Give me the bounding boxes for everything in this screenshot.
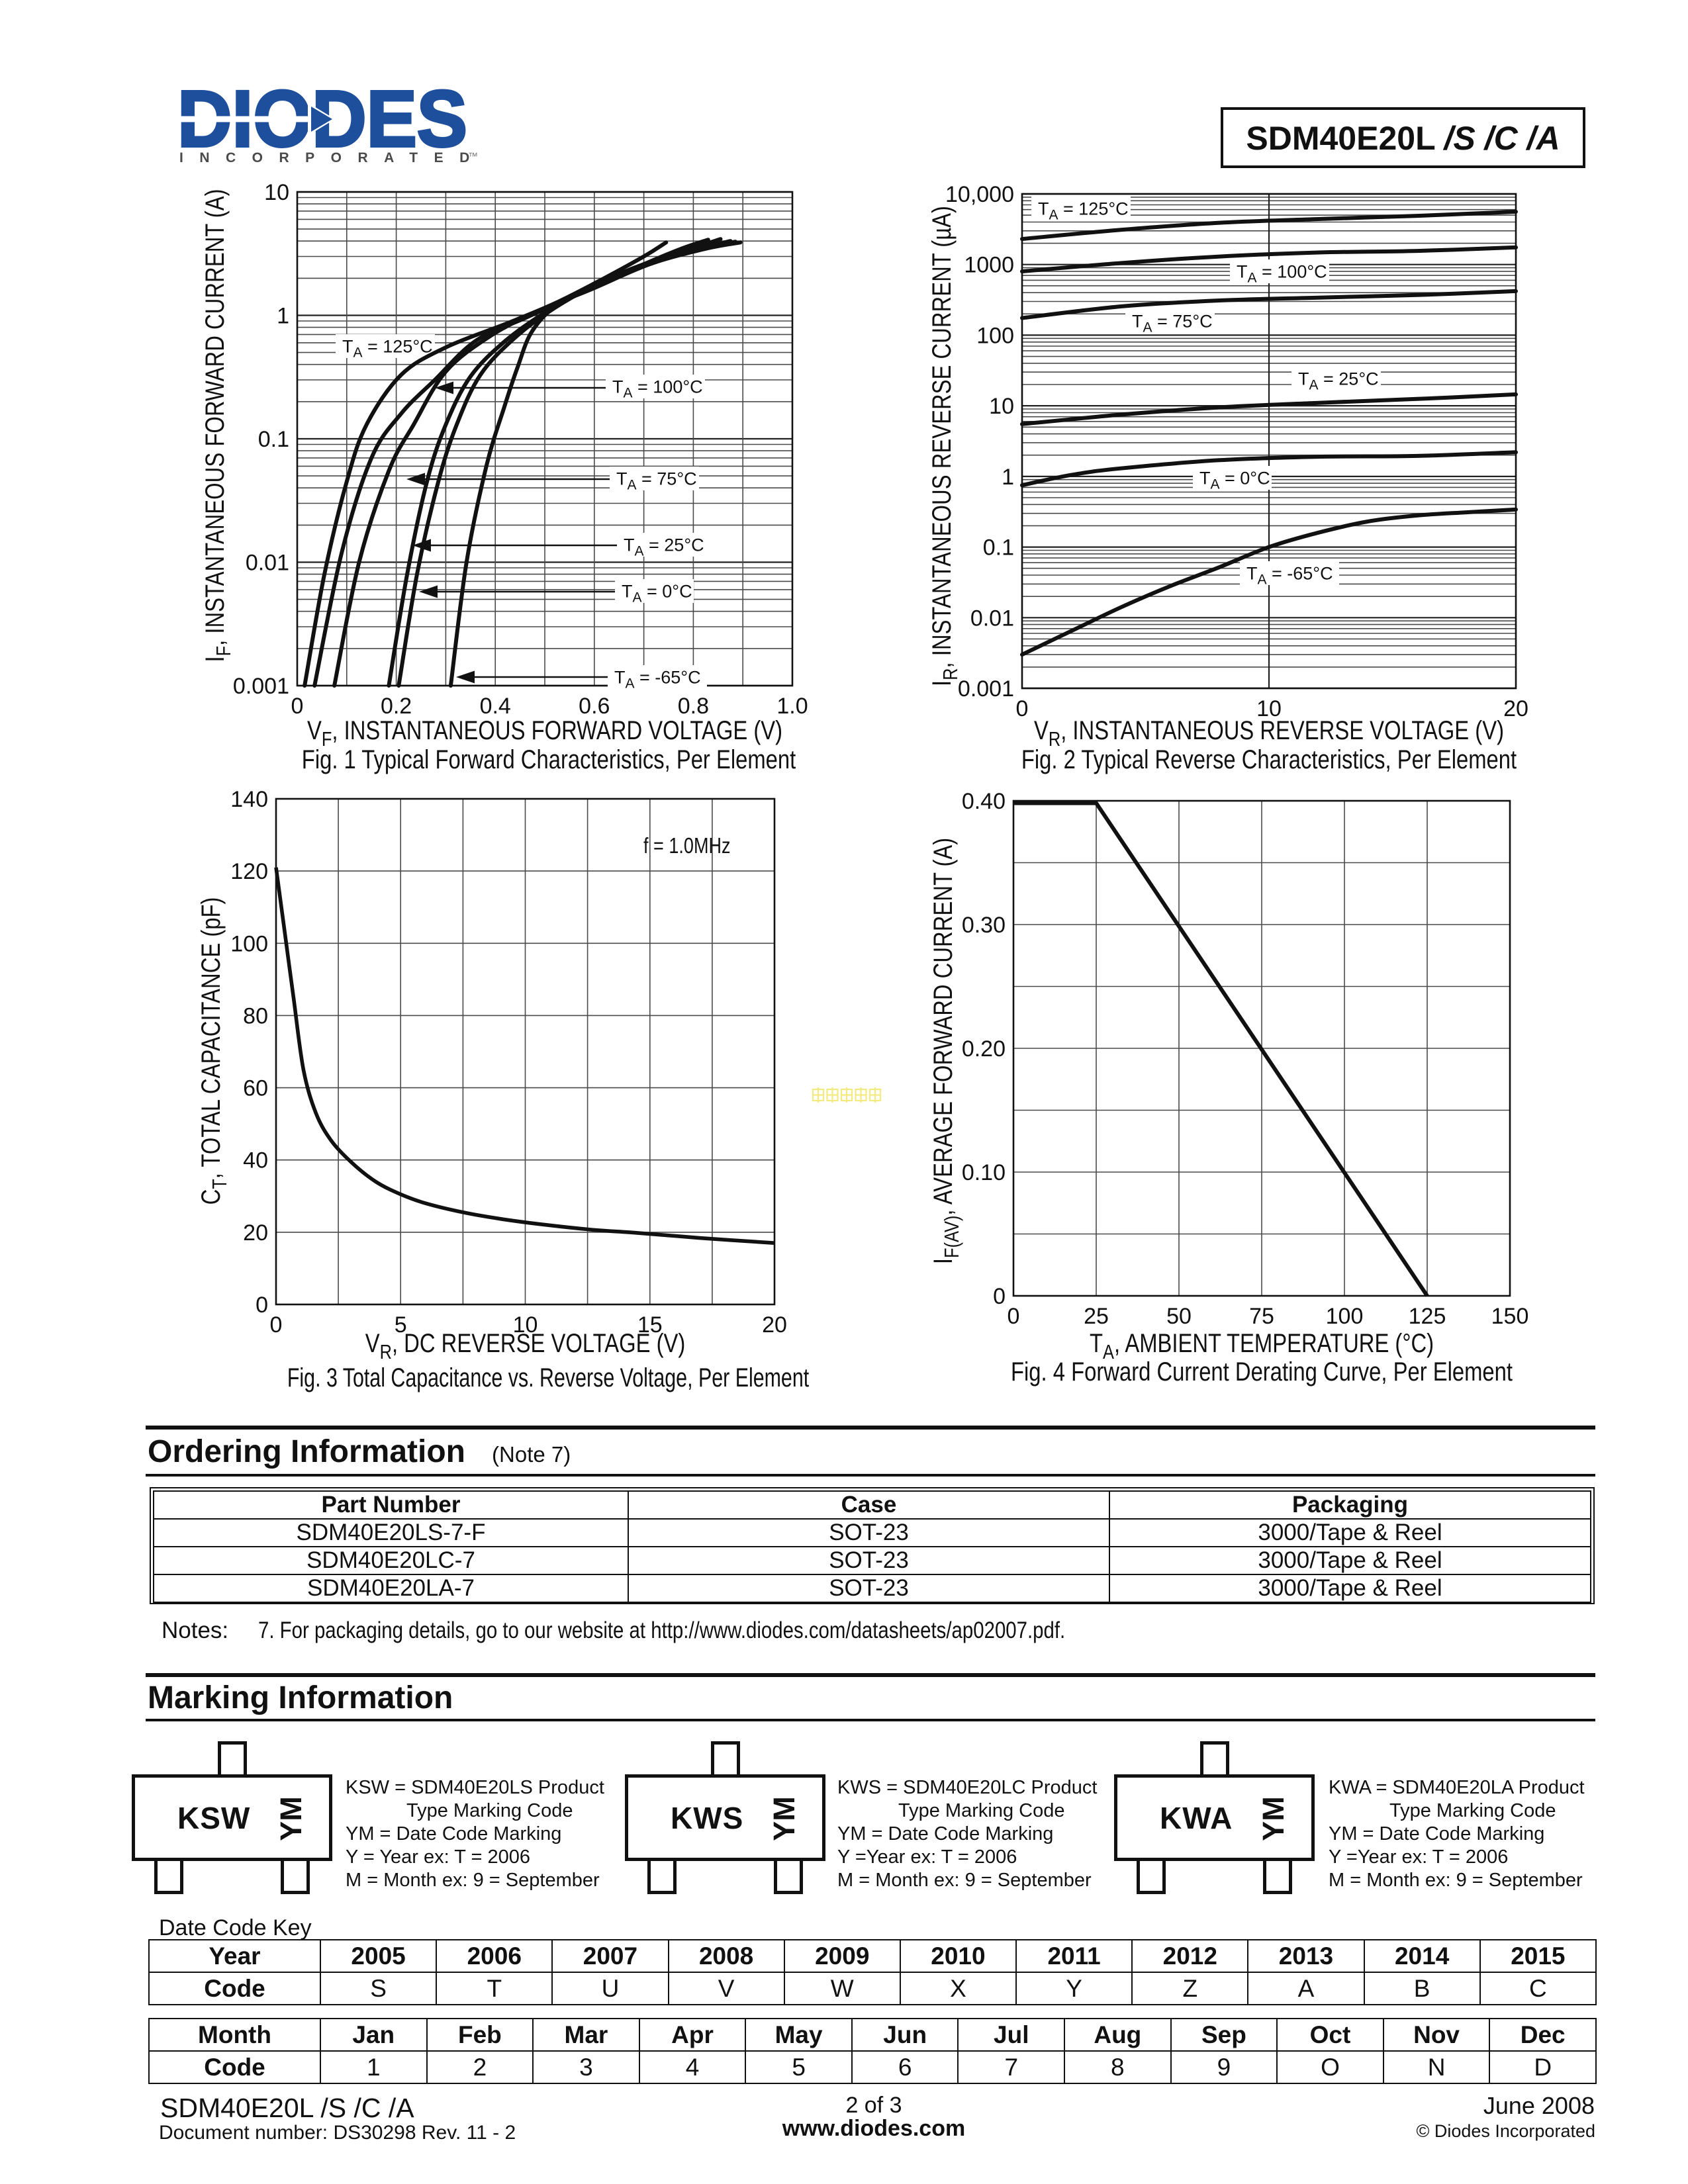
svg-text:0.1: 0.1 bbox=[983, 535, 1014, 561]
svg-text:1.0: 1.0 bbox=[776, 694, 808, 719]
svg-text:50: 50 bbox=[1166, 1304, 1192, 1329]
svg-text:0.6: 0.6 bbox=[579, 694, 610, 719]
svg-text:Fig. 1 Typical Forward Charac: Fig. 1 Typical Forward Characteristics, … bbox=[302, 745, 796, 774]
svg-text:10: 10 bbox=[513, 1312, 538, 1338]
svg-text:100: 100 bbox=[976, 323, 1014, 348]
svg-text:0.10: 0.10 bbox=[962, 1160, 1006, 1185]
svg-text:0.4: 0.4 bbox=[480, 694, 511, 719]
svg-text:TA = 125°C: TA = 125°C bbox=[342, 336, 433, 360]
svg-text:Fig. 2 Typical Reverse Charact: Fig. 2 Typical Reverse Characteristics, … bbox=[1021, 745, 1517, 774]
svg-text:IF, INSTANTANEOUS FORWARD CURR: IF, INSTANTANEOUS FORWARD CURRENT (A) bbox=[200, 189, 236, 662]
svg-text:0.001: 0.001 bbox=[233, 674, 289, 699]
svg-text:0: 0 bbox=[1008, 1304, 1020, 1329]
svg-text:10,000: 10,000 bbox=[945, 182, 1014, 207]
svg-text:10: 10 bbox=[989, 394, 1014, 419]
svg-text:IR, INSTANTANEOUS REVERSE CURR: IR, INSTANTANEOUS REVERSE CURRENT (µA) bbox=[927, 206, 962, 686]
svg-text:VF, INSTANTANEOUS FORWARD VOLT: VF, INSTANTANEOUS FORWARD VOLTAGE (V) bbox=[307, 715, 782, 751]
svg-text:0.40: 0.40 bbox=[962, 789, 1006, 814]
svg-text:™: ™ bbox=[468, 151, 478, 162]
svg-text:0.001: 0.001 bbox=[958, 676, 1014, 702]
svg-text:Fig. 3 Total Capacitance vs. R: Fig. 3 Total Capacitance vs. Reverse Vol… bbox=[287, 1363, 809, 1392]
svg-text:20: 20 bbox=[243, 1220, 268, 1246]
svg-text:TA = -65°C: TA = -65°C bbox=[1246, 563, 1333, 587]
svg-text:40: 40 bbox=[243, 1148, 268, 1173]
svg-text:CT, TOTAL CAPACITANCE (pF): CT, TOTAL CAPACITANCE (pF) bbox=[196, 897, 232, 1205]
svg-text:25: 25 bbox=[1084, 1304, 1109, 1329]
svg-text:0.1: 0.1 bbox=[258, 427, 289, 452]
svg-text:IF(AV), AVERAGE FORWARD CURREN: IF(AV), AVERAGE FORWARD CURRENT (A) bbox=[928, 838, 964, 1264]
svg-text:15: 15 bbox=[637, 1312, 663, 1338]
svg-text:TA = 75°C: TA = 75°C bbox=[1132, 311, 1213, 335]
svg-text:140: 140 bbox=[230, 787, 268, 812]
svg-text:VR, INSTANTANEOUS REVERSE VOLT: VR, INSTANTANEOUS REVERSE VOLTAGE (V) bbox=[1034, 715, 1504, 751]
svg-text:100: 100 bbox=[230, 931, 268, 956]
svg-text:5: 5 bbox=[395, 1312, 407, 1338]
svg-text:0.8: 0.8 bbox=[678, 694, 709, 719]
svg-text:INCORPORATED: INCORPORATED bbox=[179, 150, 486, 165]
svg-text:10: 10 bbox=[264, 180, 289, 205]
svg-text:TA = -65°C: TA = -65°C bbox=[614, 667, 701, 691]
svg-text:100: 100 bbox=[1326, 1304, 1364, 1329]
svg-text:0.01: 0.01 bbox=[970, 606, 1014, 631]
svg-text:150: 150 bbox=[1491, 1304, 1529, 1329]
svg-text:0.01: 0.01 bbox=[246, 551, 289, 576]
svg-text:1: 1 bbox=[277, 304, 289, 329]
svg-text:VR, DC REVERSE VOLTAGE (V): VR, DC REVERSE VOLTAGE (V) bbox=[365, 1328, 686, 1364]
svg-text:TA, AMBIENT TEMPERATURE (°C): TA, AMBIENT TEMPERATURE (°C) bbox=[1090, 1328, 1434, 1364]
svg-text:TA = 125°C: TA = 125°C bbox=[1038, 199, 1129, 222]
svg-text:0: 0 bbox=[291, 694, 304, 719]
svg-text:0.20: 0.20 bbox=[962, 1036, 1006, 1062]
svg-text:0.30: 0.30 bbox=[962, 913, 1006, 938]
svg-text:f = 1.0MHz: f = 1.0MHz bbox=[643, 835, 731, 858]
svg-text:120: 120 bbox=[230, 859, 268, 884]
svg-text:20: 20 bbox=[1503, 696, 1528, 721]
svg-text:0: 0 bbox=[993, 1284, 1006, 1309]
svg-text:60: 60 bbox=[243, 1076, 268, 1101]
svg-text:1000: 1000 bbox=[964, 253, 1014, 278]
svg-text:0.2: 0.2 bbox=[381, 694, 412, 719]
svg-text:0: 0 bbox=[270, 1312, 283, 1338]
svg-text:10: 10 bbox=[1256, 696, 1282, 721]
svg-text:75: 75 bbox=[1249, 1304, 1274, 1329]
svg-text:125: 125 bbox=[1409, 1304, 1446, 1329]
svg-text:80: 80 bbox=[243, 1003, 268, 1028]
svg-text:0: 0 bbox=[1016, 696, 1029, 721]
svg-text:Fig. 4 Forward Current Derati: Fig. 4 Forward Current Derating Curve, P… bbox=[1011, 1357, 1513, 1387]
svg-text:0: 0 bbox=[256, 1293, 268, 1318]
svg-text:1: 1 bbox=[1002, 465, 1014, 490]
svg-text:20: 20 bbox=[762, 1312, 787, 1338]
